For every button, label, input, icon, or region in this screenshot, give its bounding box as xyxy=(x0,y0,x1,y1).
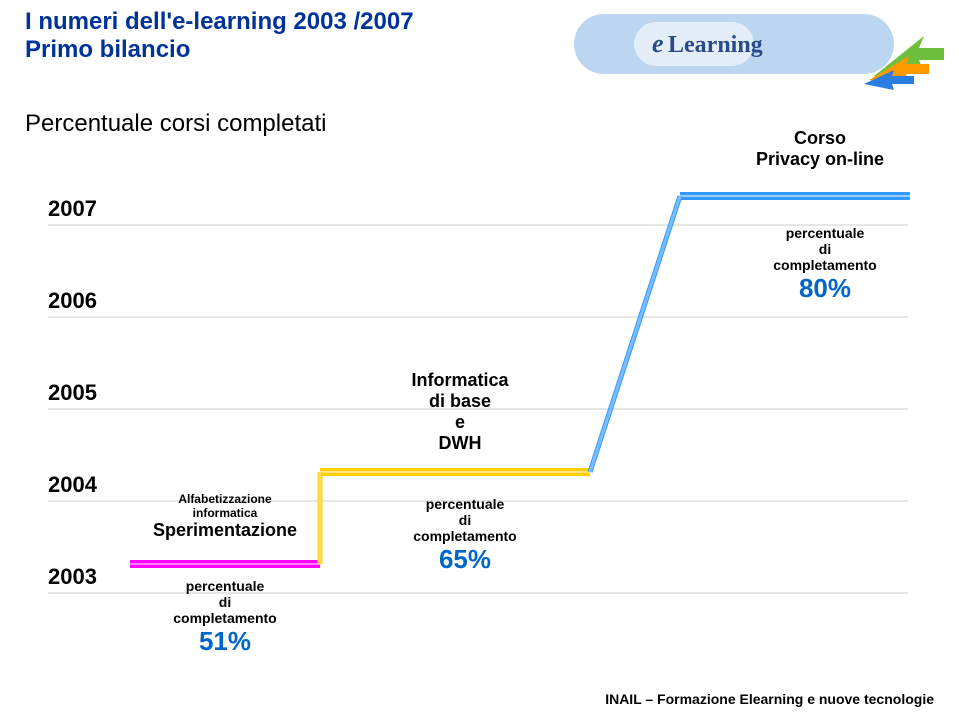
step2-name-2: di base xyxy=(400,391,520,412)
step2-name-4: DWH xyxy=(400,433,520,454)
title-line-1: I numeri dell'e-learning 2003 /2007 xyxy=(25,8,414,36)
title-line-2: Primo bilancio xyxy=(25,36,414,64)
header-graphic: e Learning xyxy=(574,6,944,92)
step1-name: Sperimentazione xyxy=(145,520,305,541)
step3-pct-block: percentuale di completamento 80% xyxy=(755,225,895,304)
step2-pct-value: 65% xyxy=(395,544,535,575)
svg-text:Learning: Learning xyxy=(668,32,763,58)
step2-pct-l2: di xyxy=(395,512,535,528)
step3-pct-value: 80% xyxy=(755,273,895,304)
step3-label-block: Corso Privacy on-line xyxy=(740,128,900,170)
step2-name-1: Informatica xyxy=(400,370,520,391)
slide: e Learning I numeri dell'e-learning 2003… xyxy=(0,0,959,717)
logo-learning: Learning xyxy=(668,32,763,58)
year-label: 2007 xyxy=(48,196,97,222)
step3-pct-l1: percentuale xyxy=(755,225,895,241)
step1-topline-2: informatica xyxy=(145,506,305,520)
year-label: 2003 xyxy=(48,564,97,590)
step1-pct-l2: di xyxy=(155,594,295,610)
step3-name-1: Corso xyxy=(740,128,900,149)
step-bar-2 xyxy=(320,468,590,476)
title-block: I numeri dell'e-learning 2003 /2007 Prim… xyxy=(25,8,414,64)
step-bar-1 xyxy=(130,560,320,568)
year-label: 2005 xyxy=(48,380,97,406)
step3-name-2: Privacy on-line xyxy=(740,149,900,170)
footer-text: INAIL – Formazione Elearning e nuove tec… xyxy=(605,691,934,707)
svg-text:e: e xyxy=(652,29,664,58)
step1-label-block: Alfabetizzazione informatica Sperimentaz… xyxy=(145,492,305,541)
step1-pct-block: percentuale di completamento 51% xyxy=(155,578,295,657)
year-label: 2004 xyxy=(48,472,97,498)
step2-pct-block: percentuale di completamento 65% xyxy=(395,496,535,575)
step2-label-block: Informatica di base e DWH xyxy=(400,370,520,454)
step1-pct-l3: completamento xyxy=(155,610,295,626)
step2-pct-l3: completamento xyxy=(395,528,535,544)
gridline xyxy=(48,316,908,318)
year-label: 2006 xyxy=(48,288,97,314)
step1-topline-1: Alfabetizzazione xyxy=(145,492,305,506)
step2-name-3: e xyxy=(400,412,520,433)
step1-pct-l1: percentuale xyxy=(155,578,295,594)
subtitle: Percentuale corsi completati xyxy=(25,110,326,138)
step3-pct-l2: di xyxy=(755,241,895,257)
logo-e: e xyxy=(652,29,664,58)
step-bar-3 xyxy=(680,192,910,200)
step1-pct-value: 51% xyxy=(155,626,295,657)
step3-pct-l3: completamento xyxy=(755,257,895,273)
step2-pct-l1: percentuale xyxy=(395,496,535,512)
